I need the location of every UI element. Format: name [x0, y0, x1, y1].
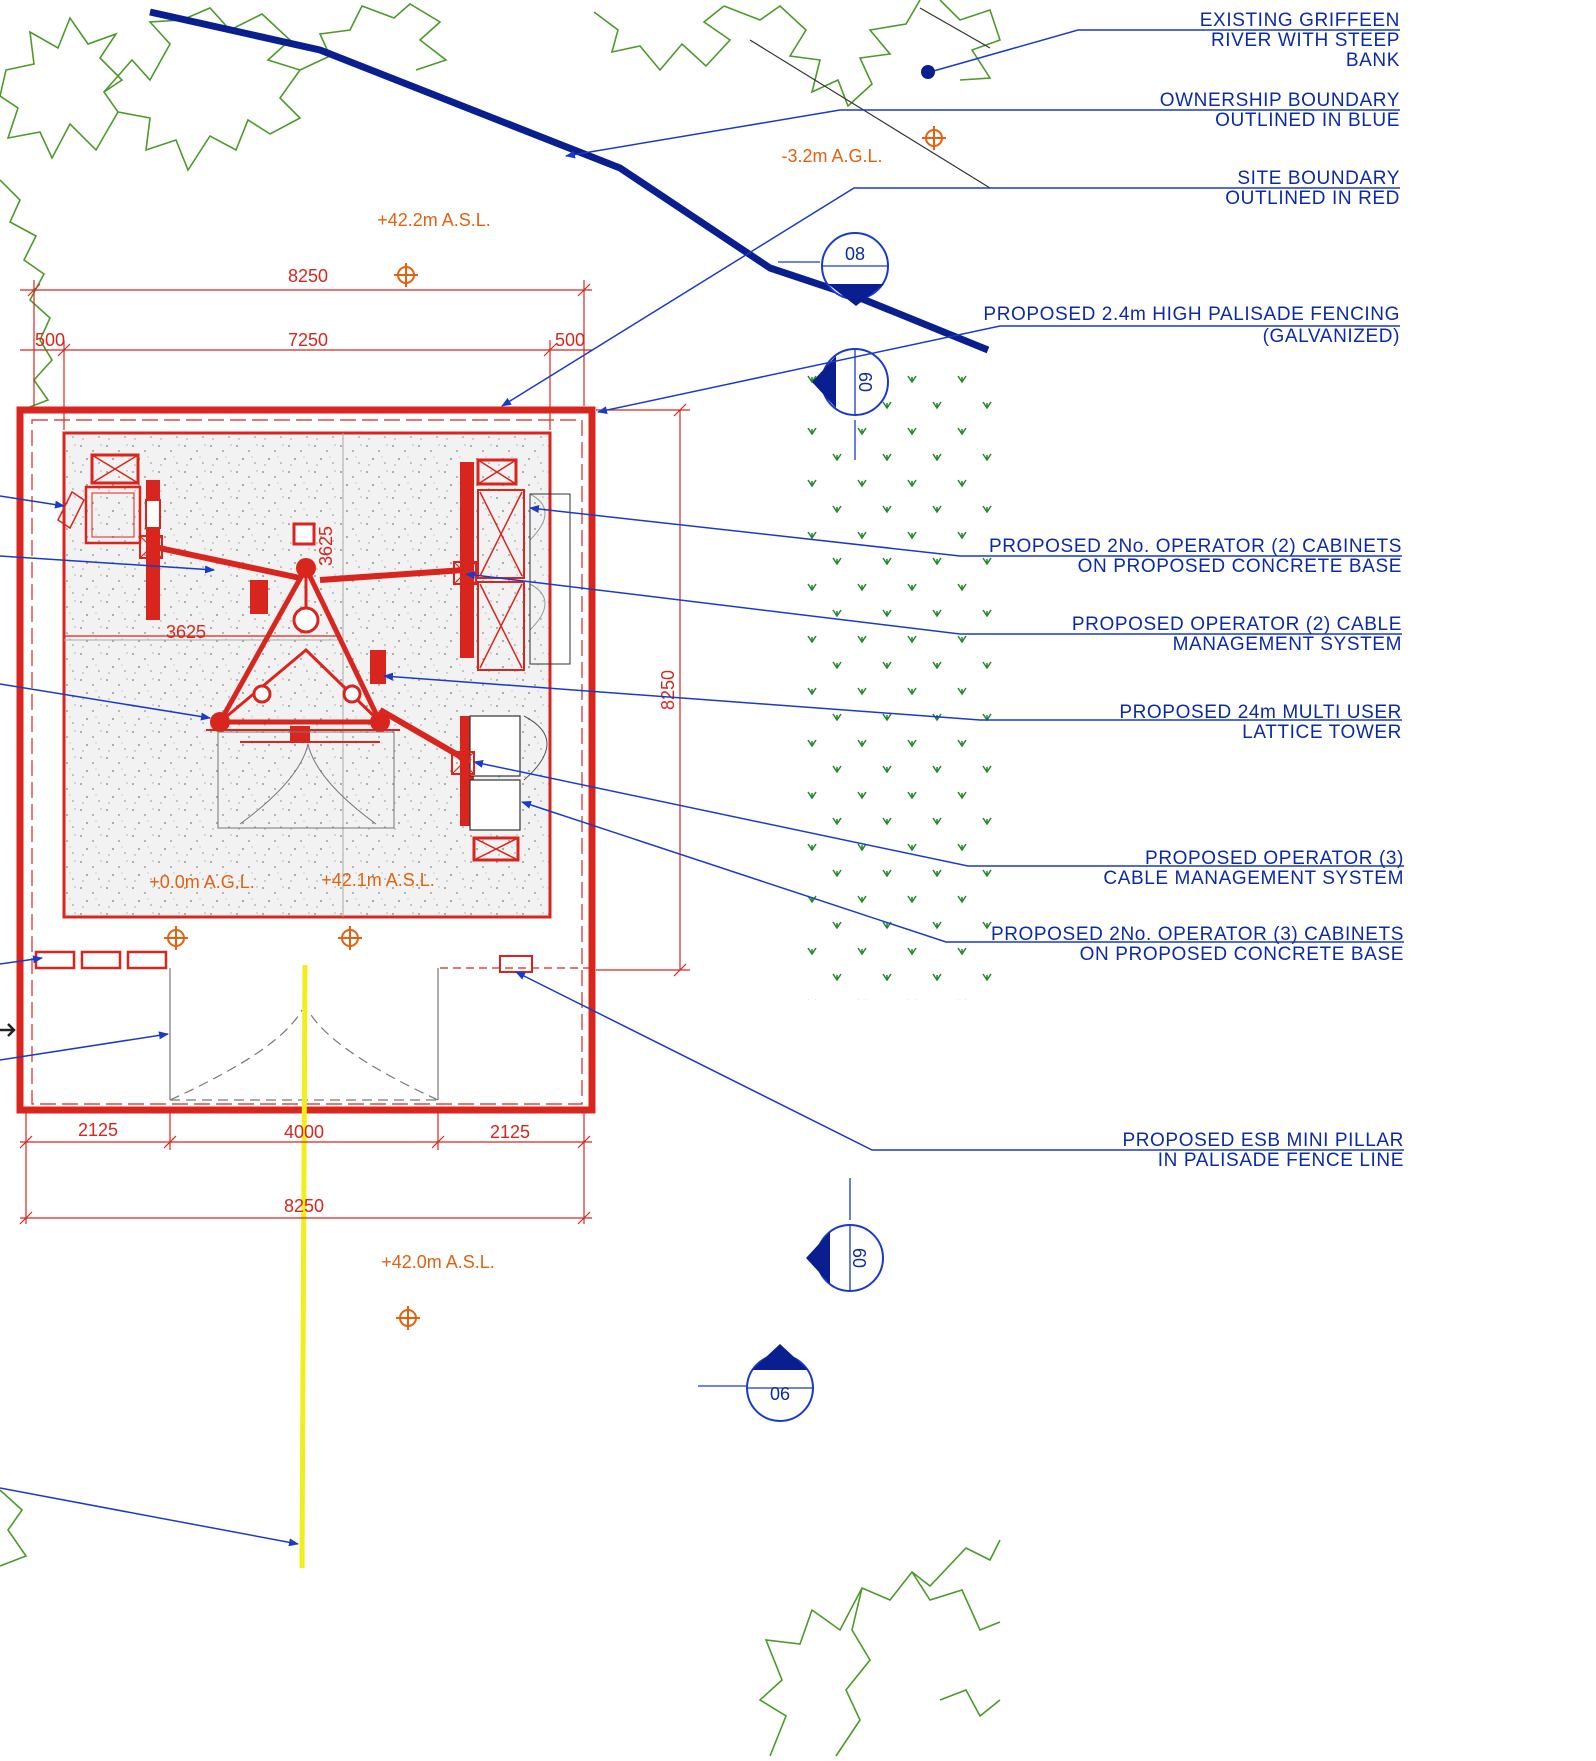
svg-text:PROPOSED OPERATOR (2) CABLE: PROPOSED OPERATOR (2) CABLE [1072, 614, 1402, 635]
note-ownership-boundary: OWNERSHIP BOUNDARY OUTLINED IN BLUE [1160, 90, 1400, 131]
dim-tower-vertical: 3625 [316, 526, 336, 566]
level-asl-bottom: +42.0m A.S.L. [381, 1252, 495, 1272]
svg-text:ON PROPOSED CONCRETE BASE: ON PROPOSED CONCRETE BASE [1078, 556, 1402, 577]
svg-text:ON PROPOSED CONCRETE BASE: ON PROPOSED CONCRETE BASE [1080, 944, 1404, 965]
dim-bottom-gate: 4000 [284, 1122, 324, 1142]
svg-text:PROPOSED 2No. OPERATOR (2) CAB: PROPOSED 2No. OPERATOR (2) CABINETS [989, 536, 1402, 557]
sector-arcs [217, 731, 395, 829]
svg-text:EXISTING GRIFFEEN: EXISTING GRIFFEEN [1200, 10, 1400, 31]
dim-top-left-offset: 500 [35, 330, 65, 350]
site-compound [16, 406, 596, 1114]
svg-text:PROPOSED 24m MULTI USER: PROPOSED 24m MULTI USER [1119, 702, 1402, 723]
section-marker-bottom: 06 [698, 1344, 814, 1422]
dim-bottom-left: 2125 [78, 1120, 118, 1140]
note-operator-3-cable: PROPOSED OPERATOR (3) CABLE MANAGEMENT S… [1103, 848, 1404, 889]
note-operator-3-cabinets: PROPOSED 2No. OPERATOR (3) CABINETS ON P… [991, 924, 1404, 965]
note-operator-2-cable: PROPOSED OPERATOR (2) CABLE MANAGEMENT S… [1072, 614, 1402, 655]
lattice-tower [206, 522, 400, 743]
svg-text:SITE BOUNDARY: SITE BOUNDARY [1237, 168, 1400, 189]
annotation-leaders [0, 29, 1404, 1547]
svg-text:CABLE MANAGEMENT SYSTEM: CABLE MANAGEMENT SYSTEM [1103, 868, 1404, 889]
level-asl-compound: +42.1m A.S.L. [321, 870, 435, 890]
access-centre-line [299, 964, 308, 1569]
dim-top-right-offset: 500 [555, 330, 585, 350]
level-marker-icons [164, 126, 946, 1330]
svg-text:IN PALISADE FENCE LINE: IN PALISADE FENCE LINE [1158, 1150, 1404, 1171]
note-site-boundary: SITE BOUNDARY OUTLINED IN RED [1225, 168, 1400, 209]
svg-text:BANK: BANK [1346, 50, 1400, 71]
ownership-boundary-line [149, 8, 990, 354]
note-river: EXISTING GRIFFEEN RIVER WITH STEEP BANK [1200, 10, 1400, 71]
operator-2-cabinets [460, 458, 571, 671]
svg-text:RIVER WITH STEEP: RIVER WITH STEEP [1211, 30, 1400, 51]
svg-text:MANAGEMENT SYSTEM: MANAGEMENT SYSTEM [1173, 634, 1402, 655]
cable-management [139, 535, 477, 775]
esb-mini-pillar [499, 955, 533, 973]
meter-boxes [34, 950, 168, 970]
dim-bottom-right: 2125 [490, 1122, 530, 1142]
svg-text:PROPOSED ESB MINI PILLAR: PROPOSED ESB MINI PILLAR [1122, 1130, 1404, 1151]
section-marker-right-upper: 09 [812, 348, 889, 460]
level-agl-compound: +0.0m A.G.L. [149, 872, 255, 892]
svg-text:OUTLINED IN RED: OUTLINED IN RED [1225, 188, 1400, 209]
dim-tower-horizontal: 3625 [166, 622, 206, 642]
dim-right-vertical: 8250 [658, 670, 678, 710]
svg-text:PROPOSED 2No. OPERATOR (3) CAB: PROPOSED 2No. OPERATOR (3) CABINETS [991, 924, 1404, 945]
svg-text:PROPOSED 2.4m HIGH PALISADE FE: PROPOSED 2.4m HIGH PALISADE FENCING [983, 304, 1400, 325]
dimension-lines [19, 280, 690, 1225]
trees-bottom-right [758, 1539, 1001, 1757]
svg-text:09: 09 [850, 1248, 870, 1268]
svg-text:OUTLINED IN BLUE: OUTLINED IN BLUE [1215, 110, 1400, 131]
svg-text:08: 08 [845, 244, 865, 264]
dim-top-overall: 8250 [288, 266, 328, 286]
north-arrow-icon [0, 1023, 16, 1037]
river-bank-line [749, 39, 991, 189]
svg-text:PROPOSED OPERATOR (3): PROPOSED OPERATOR (3) [1145, 848, 1404, 869]
note-esb-mini-pillar: PROPOSED ESB MINI PILLAR IN PALISADE FEN… [1122, 1130, 1404, 1171]
dim-bottom-overall: 8250 [284, 1196, 324, 1216]
note-operator-2-cabinets: PROPOSED 2No. OPERATOR (2) CABINETS ON P… [989, 536, 1402, 577]
operator-1-cabinet [57, 453, 161, 620]
note-lattice-tower: PROPOSED 24m MULTI USER LATTICE TOWER [1119, 702, 1402, 743]
svg-text:OWNERSHIP BOUNDARY: OWNERSHIP BOUNDARY [1160, 90, 1400, 111]
svg-text:LATTICE TOWER: LATTICE TOWER [1242, 722, 1402, 743]
section-marker-top: 08 [778, 232, 889, 306]
note-palisade-fencing: PROPOSED 2.4m HIGH PALISADE FENCING (GAL… [983, 304, 1400, 347]
trees-top [0, 0, 1002, 1567]
grass-area [800, 360, 996, 1000]
section-marker-right-lower: 09 [806, 1178, 884, 1292]
svg-text:09: 09 [856, 372, 876, 392]
palisade-fence [31, 419, 583, 1105]
level-agl-top: -3.2m A.G.L. [781, 146, 882, 166]
svg-text:06: 06 [770, 1384, 790, 1404]
dim-top-inner: 7250 [288, 330, 328, 350]
level-asl-top: +42.2m A.S.L. [377, 210, 491, 230]
svg-text:(GALVANIZED): (GALVANIZED) [1263, 326, 1400, 347]
